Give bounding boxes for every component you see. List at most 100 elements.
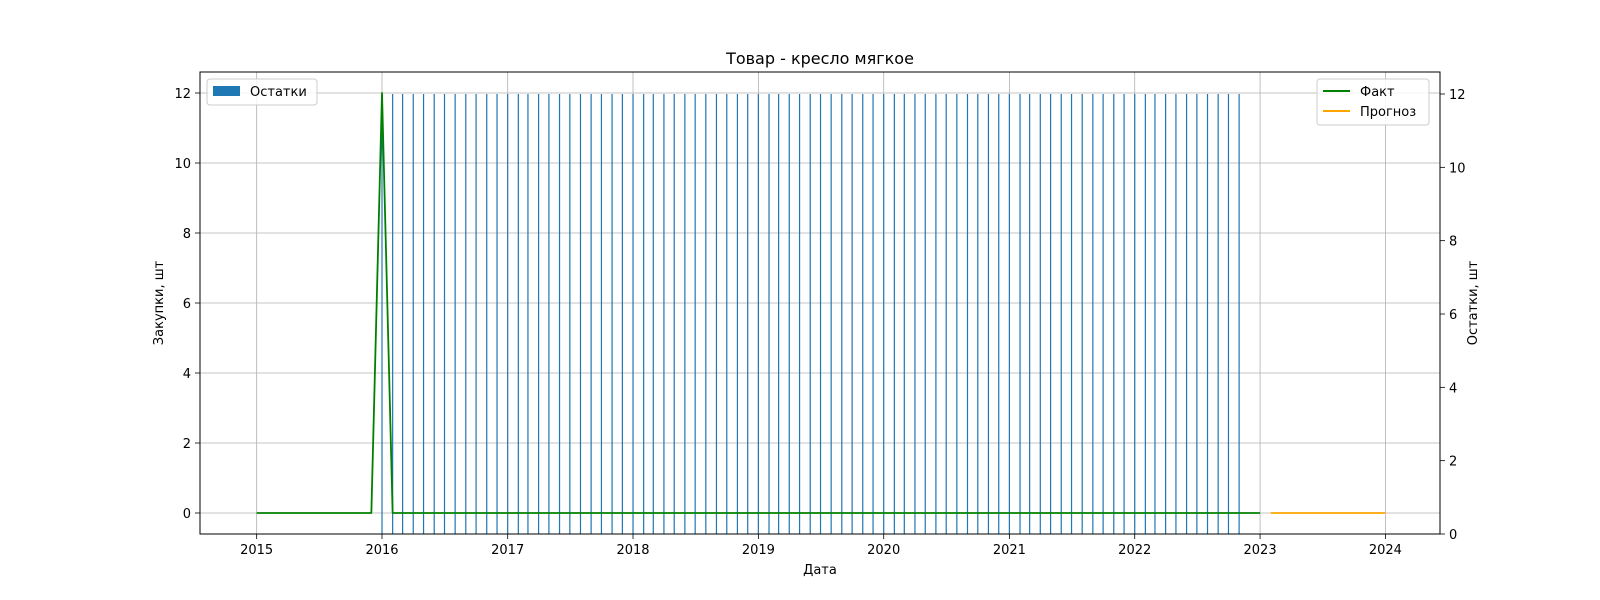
legend-label-fakt: Факт <box>1360 85 1395 100</box>
bar-ostatki <box>558 94 561 534</box>
bar-ostatki <box>945 94 947 534</box>
bar-ostatki <box>747 94 749 534</box>
bar-ostatki <box>433 94 435 534</box>
bar-ostatki <box>1206 94 1209 534</box>
bar-ostatki <box>757 94 759 534</box>
bar-ostatki <box>412 94 414 534</box>
bar-ostatki <box>1175 94 1177 534</box>
bar-ostatki <box>736 94 739 534</box>
bar-ostatki <box>1196 94 1198 534</box>
bar-ostatki <box>768 94 770 534</box>
bar-ostatki <box>987 94 990 534</box>
bar-ostatki <box>527 94 529 534</box>
bar-ostatki <box>1123 94 1125 534</box>
bar-ostatki <box>643 94 645 534</box>
lines <box>256 92 1386 514</box>
bar-ostatki <box>778 94 780 534</box>
line-fakt <box>256 92 1261 514</box>
bar-ostatki <box>809 94 811 534</box>
bar-ostatki <box>715 94 718 534</box>
bar-ostatki <box>1217 94 1219 534</box>
bar-ostatki <box>841 94 843 534</box>
bar-ostatki <box>590 94 592 534</box>
bar-ostatki <box>1144 94 1146 534</box>
y-left-tick-label: 6 <box>183 297 191 312</box>
x-tick-label: 2020 <box>867 543 900 558</box>
bar-ostatki <box>1029 94 1031 534</box>
bar-ostatki <box>914 94 916 534</box>
bar-ostatki <box>935 94 937 534</box>
y-axis-label-right: Остатки, шт <box>1466 260 1481 345</box>
bar-ostatki <box>862 94 864 534</box>
y-left-tick-label: 2 <box>183 437 191 452</box>
y-left-tick-label: 8 <box>183 227 191 242</box>
bar-ostatki <box>621 94 623 534</box>
bar-ostatki <box>1039 94 1041 534</box>
bar-ostatki <box>422 94 425 534</box>
bar-ostatki <box>788 94 790 534</box>
x-tick-label: 2024 <box>1369 543 1402 558</box>
bar-ostatki <box>684 94 686 534</box>
y-left-tick-label: 0 <box>183 507 191 522</box>
bar-ostatki <box>486 94 488 534</box>
bar-ostatki <box>830 94 832 534</box>
bar-ostatki <box>1185 94 1188 534</box>
bar-ostatki <box>392 94 394 534</box>
bar-ostatki <box>977 94 979 534</box>
x-tick-label: 2017 <box>491 543 524 558</box>
bar-ostatki <box>798 94 801 534</box>
bar-ostatki <box>851 94 853 534</box>
bar-ostatki <box>1102 94 1104 534</box>
legend-left-box <box>206 78 318 106</box>
bar-ostatki <box>705 94 707 534</box>
bar-ostatki <box>903 94 905 534</box>
chart-title: Товар - кресло мягкое <box>725 49 914 68</box>
bar-ostatki <box>507 94 509 534</box>
bar-ostatki <box>600 94 603 534</box>
bar-ostatki <box>673 94 675 534</box>
x-tick-label: 2016 <box>365 543 398 558</box>
bar-ostatki <box>1008 94 1010 534</box>
y-right-tick-label: 4 <box>1449 381 1457 396</box>
legend-label-prognoz: Прогноз <box>1360 105 1416 120</box>
bar-ostatki <box>475 94 477 534</box>
bar-ostatki <box>1019 94 1021 534</box>
y-left-tick-label: 12 <box>174 87 191 102</box>
bar-ostatki <box>872 94 874 534</box>
bar-ostatki <box>956 94 958 534</box>
y-right-tick-label: 12 <box>1449 88 1466 103</box>
bars-ostatki <box>381 94 1240 534</box>
bar-ostatki <box>1092 94 1094 534</box>
bar-ostatki <box>443 94 446 534</box>
bar-ostatki <box>1134 94 1136 534</box>
bar-ostatki <box>465 94 467 534</box>
bar-ostatki <box>819 94 822 534</box>
bar-ostatki <box>1238 94 1240 534</box>
y-right-tick-label: 0 <box>1449 528 1457 543</box>
bar-ostatki <box>1227 94 1230 534</box>
bar-ostatki <box>998 94 1000 534</box>
y-right-tick-label: 2 <box>1449 455 1457 470</box>
y-left-tick-label: 10 <box>174 157 191 172</box>
bar-ostatki <box>381 94 383 534</box>
x-tick-label: 2022 <box>1118 543 1151 558</box>
legend-right: Факт Прогноз <box>1316 78 1430 126</box>
y-right-tick-label: 10 <box>1449 161 1466 176</box>
bar-ostatki <box>1165 94 1167 534</box>
bar-ostatki <box>883 94 885 534</box>
bar-ostatki <box>726 94 728 534</box>
bar-ostatki <box>1113 94 1115 534</box>
x-tick-label: 2018 <box>616 543 649 558</box>
bar-ostatki <box>1154 94 1156 534</box>
bar-ostatki <box>1060 94 1062 534</box>
bar-ostatki <box>611 94 613 534</box>
legend-swatch-ostatki <box>213 86 240 96</box>
x-tick-label: 2015 <box>240 543 273 558</box>
bar-ostatki <box>966 94 969 534</box>
ticks: 2015 2016 2017 2018 2019 2020 2021 2022 2023 2024… <box>174 87 1465 558</box>
x-tick-label: 2019 <box>742 543 775 558</box>
bar-ostatki <box>402 94 404 534</box>
bar-ostatki <box>632 94 634 534</box>
y-right-tick-label: 6 <box>1449 308 1457 323</box>
